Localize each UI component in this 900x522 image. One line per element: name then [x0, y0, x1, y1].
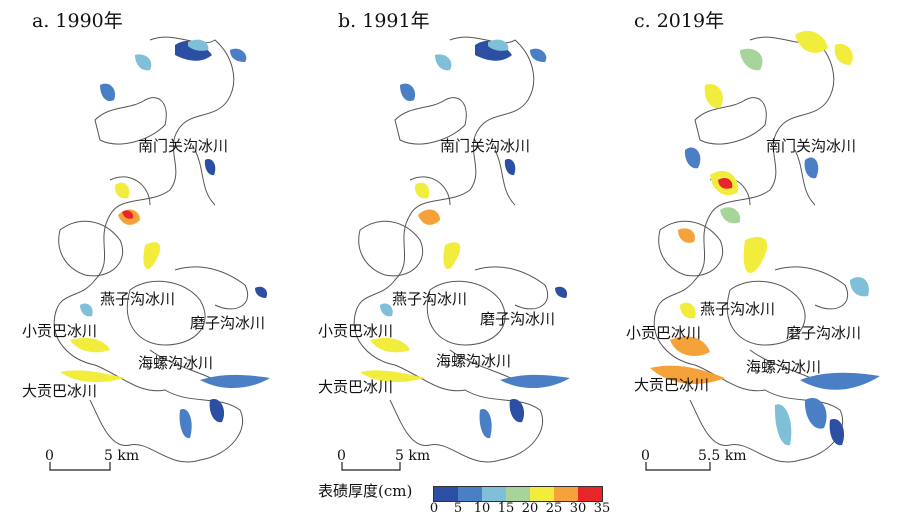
- legend-tick-label: 5: [453, 501, 463, 516]
- scale-zero: 0: [337, 448, 346, 464]
- label-xiaogongba-glacier: 小贡巴冰川: [626, 324, 702, 342]
- legend-tick-label: 0: [429, 501, 439, 516]
- label-nanmenguan-glacier: 南门关沟冰川: [138, 137, 229, 155]
- map-panel-2019: c. 2019年 南门关沟冰川 燕子沟冰川 小贡巴冰川 磨子沟冰川 海螺沟冰川 …: [600, 0, 900, 480]
- legend-tick-label: 35: [593, 501, 611, 516]
- debris-patches-2019: [650, 30, 880, 446]
- label-yanzigou-glacier: 燕子沟冰川: [100, 290, 176, 308]
- legend-tick-label: 30: [569, 501, 587, 516]
- legend-swatch: [482, 487, 506, 501]
- label-dagongba-glacier: 大贡巴冰川: [318, 378, 394, 396]
- legend-swatch: [578, 487, 602, 501]
- label-dagongba-glacier: 大贡巴冰川: [22, 382, 98, 400]
- scale-bar: [645, 462, 711, 471]
- label-xiaogongba-glacier: 小贡巴冰川: [22, 322, 98, 340]
- label-hailuogou-glacier: 海螺沟冰川: [436, 352, 512, 370]
- legend-swatch: [434, 487, 458, 501]
- label-yanzigou-glacier: 燕子沟冰川: [700, 300, 776, 318]
- glacier-map-1991: [353, 36, 570, 463]
- label-xiaogongba-glacier: 小贡巴冰川: [318, 322, 394, 340]
- label-hailuogou-glacier: 海螺沟冰川: [138, 354, 214, 372]
- legend-color-bar: [433, 486, 603, 502]
- panel-title: c. 2019年: [634, 10, 725, 32]
- scale-zero: 0: [641, 448, 650, 464]
- label-dagongba-glacier: 大贡巴冰川: [634, 376, 710, 394]
- scale-bar: [341, 462, 401, 471]
- label-mozigou-glacier: 磨子沟冰川: [480, 310, 556, 328]
- legend-swatch: [458, 487, 482, 501]
- scale-end: 5 km: [104, 448, 140, 464]
- label-yanzigou-glacier: 燕子沟冰川: [392, 290, 468, 308]
- legend-tick-label: 10: [473, 501, 491, 516]
- legend-swatch: [530, 487, 554, 501]
- scale-end: 5 km: [395, 448, 431, 464]
- label-nanmenguan-glacier: 南门关沟冰川: [440, 137, 531, 155]
- label-mozigou-glacier: 磨子沟冰川: [786, 324, 862, 342]
- legend-tick-label: 20: [521, 501, 539, 516]
- legend-swatch: [554, 487, 578, 501]
- map-panel-1990: a. 1990年 南门关沟冰川 燕子沟冰川 小贡巴冰川 磨子沟冰川 海螺沟冰川 …: [0, 0, 300, 480]
- glacier-map-2019: [650, 30, 880, 463]
- map-panel-1991: b. 1991年 南门关沟冰川 燕子沟冰川 小贡巴冰川 磨子沟冰川 海螺沟冰川 …: [300, 0, 600, 480]
- label-mozigou-glacier: 磨子沟冰川: [190, 314, 266, 332]
- debris-patches-1990: [60, 39, 270, 439]
- legend-swatch: [506, 487, 530, 501]
- label-hailuogou-glacier: 海螺沟冰川: [746, 358, 822, 376]
- legend-tick-label: 25: [545, 501, 563, 516]
- legend-title: 表碛厚度(cm): [318, 482, 413, 500]
- panel-title: a. 1990年: [32, 10, 123, 32]
- legend-tick-label: 15: [497, 501, 515, 516]
- scale-bar: [49, 462, 111, 471]
- glacier-map-1990: [53, 36, 270, 463]
- scale-zero: 0: [45, 448, 54, 464]
- debris-patches-1991: [360, 39, 570, 439]
- label-nanmenguan-glacier: 南门关沟冰川: [766, 137, 857, 155]
- scale-end: 5.5 km: [698, 448, 747, 464]
- panel-title: b. 1991年: [338, 10, 430, 32]
